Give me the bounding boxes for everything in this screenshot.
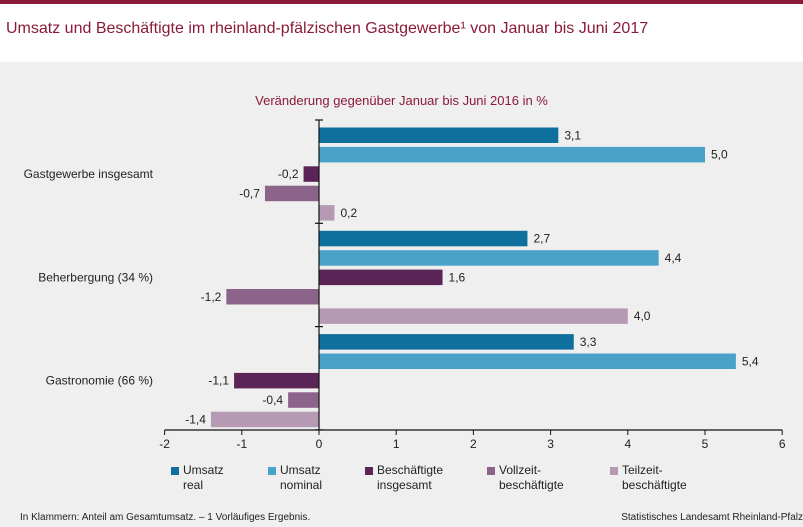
category-label: Beherbergung (34 %) xyxy=(38,270,153,284)
x-tick-label: 4 xyxy=(624,437,631,451)
legend-label: Vollzeit- beschäftigte xyxy=(499,463,564,492)
bar-value-label: 5,4 xyxy=(742,354,759,368)
bar-value-label: -1,2 xyxy=(201,290,222,304)
x-tick-label: 1 xyxy=(393,437,400,451)
footnote: In Klammern: Anteil am Gesamtumsatz. – 1… xyxy=(20,512,311,523)
bar-value-label: -0,7 xyxy=(239,186,260,200)
x-tick-label: 5 xyxy=(702,437,709,451)
legend-swatch xyxy=(268,467,276,475)
bar-1-2 xyxy=(319,146,705,163)
bar-value-label: 1,6 xyxy=(449,270,466,284)
legend-swatch xyxy=(610,467,618,475)
chart-legend: Umsatz real Umsatz nominal Beschäftigte in… xyxy=(0,463,803,499)
legend-label: Beschäftigte insgesamt xyxy=(377,463,444,492)
bar-value-label: 3,1 xyxy=(564,128,581,142)
bar-value-label: 2,7 xyxy=(533,232,550,246)
x-tick-label: 0 xyxy=(316,437,323,451)
bar-value-label: 4,4 xyxy=(665,251,682,265)
legend-item: Teilzeit- beschäftigte xyxy=(610,463,687,493)
bar-1-1 xyxy=(319,127,559,143)
legend-item: Beschäftigte insgesamt xyxy=(365,463,443,493)
bar-value-label: -1,1 xyxy=(208,374,229,388)
bar-chart: 3,1 5,0 -0,2 -0,7 0,2 Gastgewerbe insgesamt 2,… xyxy=(24,119,786,451)
bar-3-2 xyxy=(319,353,736,369)
legend-item: Vollzeit- beschäftigte xyxy=(487,463,564,493)
bar-1-5 xyxy=(319,205,335,221)
bar-value-label: 4,0 xyxy=(634,309,651,323)
category-label: Gastronomie (66 %) xyxy=(46,374,153,388)
bar-2-1 xyxy=(319,230,528,247)
bar-value-label: 3,3 xyxy=(580,335,597,349)
top-rule xyxy=(0,0,803,4)
bar-1-4 xyxy=(264,185,319,202)
bar-2-2 xyxy=(319,250,659,266)
bar-3-3 xyxy=(234,372,319,389)
category-label: Gastgewerbe insgesamt xyxy=(24,167,154,181)
x-tick-label: 2 xyxy=(470,437,477,451)
bar-3-5 xyxy=(210,411,319,428)
legend-item: Umsatz nominal xyxy=(268,463,322,493)
bar-value-label: 5,0 xyxy=(711,148,728,162)
x-tick-label: -2 xyxy=(159,437,170,451)
legend-label: Umsatz nominal xyxy=(280,463,323,492)
bar-3-4 xyxy=(288,392,319,408)
legend-item: Umsatz real xyxy=(171,463,224,493)
bar-value-label: -1,4 xyxy=(185,412,206,426)
legend-swatch xyxy=(365,467,373,475)
bar-value-label: -0,2 xyxy=(278,167,299,181)
page-title: Umsatz und Beschäftigte im rheinland-pfä… xyxy=(6,20,649,37)
header-band xyxy=(0,4,803,62)
x-tick-label: -1 xyxy=(236,437,247,451)
legend-label: Teilzeit- beschäftigte xyxy=(622,463,687,492)
x-tick-label: 3 xyxy=(547,437,554,451)
x-tick-label: 6 xyxy=(779,437,786,451)
legend-swatch xyxy=(171,467,179,475)
bar-2-5 xyxy=(319,308,628,324)
source-note: Statistisches Landesamt Rheinland-Pfalz xyxy=(621,512,803,523)
bar-value-label: -0,4 xyxy=(262,393,283,407)
chart-subtitle: Veränderung gegenüber Januar bis Juni 20… xyxy=(255,93,548,108)
bar-3-1 xyxy=(319,334,574,350)
bar-2-3 xyxy=(319,269,443,286)
legend-swatch xyxy=(487,467,495,475)
legend-label: Umsatz real xyxy=(183,463,224,492)
bar-value-label: 0,2 xyxy=(340,206,357,220)
bar-2-4 xyxy=(226,289,319,305)
bar-1-3 xyxy=(303,166,319,182)
